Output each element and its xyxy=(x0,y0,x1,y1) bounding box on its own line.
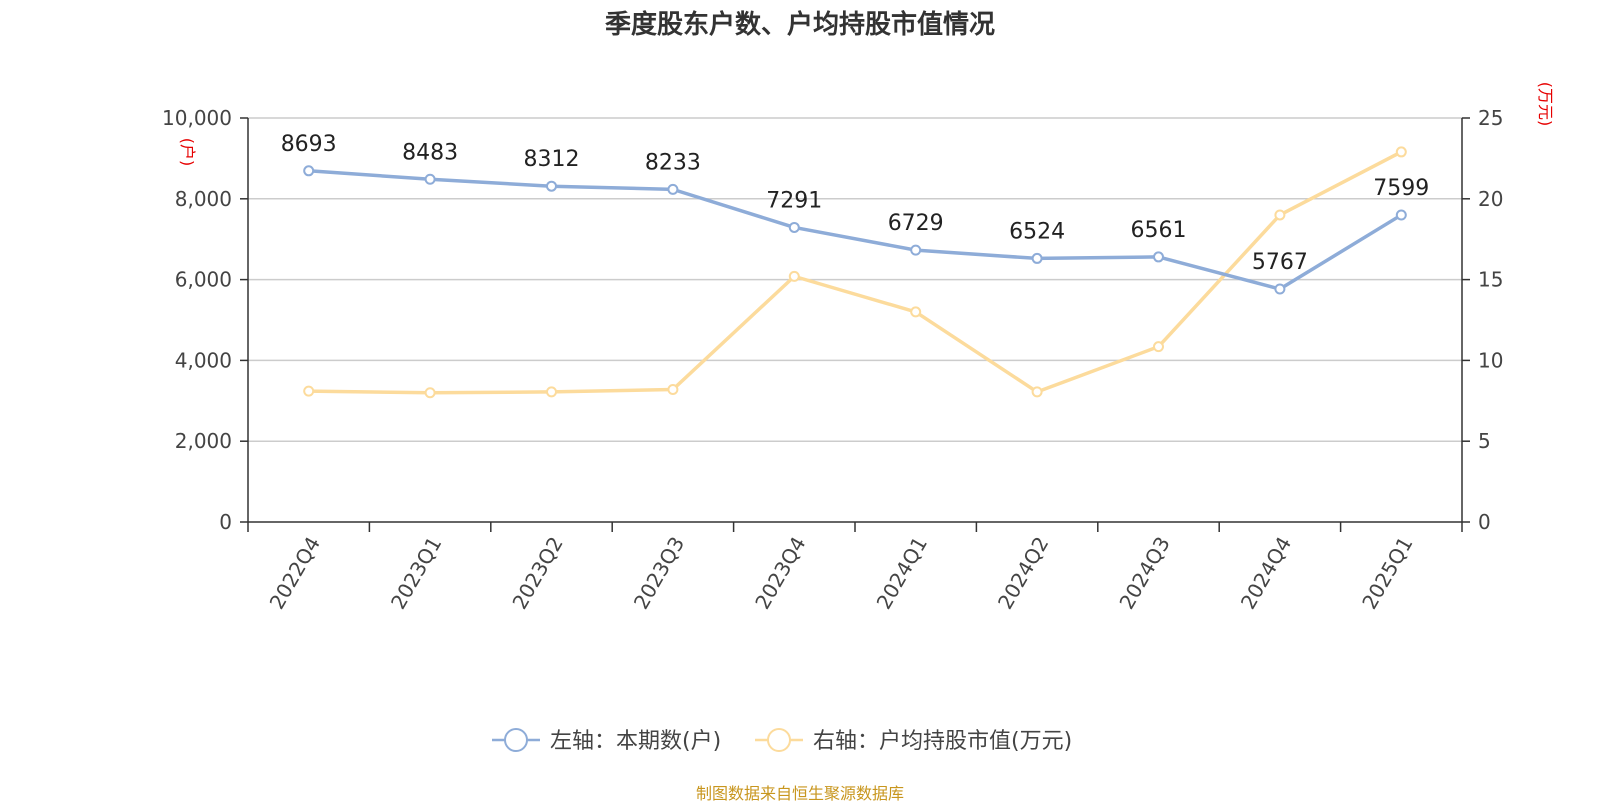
right-axis-unit: (万元) xyxy=(1536,82,1555,127)
left-tick-label: 10,000 xyxy=(162,106,232,130)
left-tick-label: 4,000 xyxy=(175,348,232,372)
x-category-label: 2023Q3 xyxy=(629,533,689,614)
data-point xyxy=(788,270,800,282)
data-label: 6729 xyxy=(888,211,944,236)
left-tick-label: 0 xyxy=(219,510,232,534)
x-category-label: 2023Q4 xyxy=(750,533,810,614)
data-point xyxy=(1153,251,1164,263)
data-point xyxy=(1274,209,1286,221)
right-tick-label: 5 xyxy=(1478,429,1491,453)
data-point xyxy=(1274,283,1286,295)
x-category-label: 2024Q4 xyxy=(1236,533,1296,614)
right-tick-label: 20 xyxy=(1478,187,1503,211)
legend-swatch-marker xyxy=(767,728,791,752)
data-point xyxy=(667,183,679,195)
data-label: 8483 xyxy=(402,140,458,165)
right-axis-ticks: 0 5 10 15 20 25 xyxy=(1462,106,1503,534)
series-line xyxy=(308,169,1403,291)
left-axis-ticks: 0 2,000 4,000 6,000 8,000 10,000 xyxy=(162,106,248,534)
left-tick-label: 2,000 xyxy=(175,429,232,453)
data-point xyxy=(303,165,315,177)
x-category-label: 2025Q1 xyxy=(1357,533,1417,614)
right-tick-label: 25 xyxy=(1478,106,1503,130)
series-line xyxy=(308,150,1403,395)
x-category-label: 2024Q1 xyxy=(872,533,932,614)
data-point xyxy=(788,221,800,233)
category-labels: 2022Q4 2023Q1 2023Q2 2023Q3 2023Q4 2024Q1 2024… xyxy=(247,522,1463,614)
data-point xyxy=(424,173,436,185)
data-point xyxy=(546,386,557,398)
data-point xyxy=(1031,386,1043,398)
data-point xyxy=(424,387,436,399)
data-point xyxy=(667,383,679,395)
legend[interactable]: 左轴：本期数(户) 右轴：户均持股市值(万元) xyxy=(492,728,1072,754)
data-label: 7599 xyxy=(1373,176,1429,201)
legend-item[interactable]: 左轴：本期数(户) xyxy=(492,728,721,754)
left-tick-label: 8,000 xyxy=(175,187,232,211)
x-category-label: 2023Q1 xyxy=(386,533,446,614)
data-label: 8693 xyxy=(281,132,337,157)
x-category-label: 2024Q2 xyxy=(993,533,1053,614)
data-label: 6524 xyxy=(1009,219,1065,244)
data-point xyxy=(910,244,922,256)
data-point xyxy=(1395,209,1407,221)
source-note: 制图数据来自恒生聚源数据库 xyxy=(695,784,904,803)
right-tick-label: 10 xyxy=(1478,348,1503,372)
data-point xyxy=(1395,146,1407,158)
right-tick-label: 15 xyxy=(1478,268,1503,292)
data-label: 5767 xyxy=(1252,250,1308,275)
data-label: 6561 xyxy=(1131,218,1187,243)
chart-title: 季度股东户数、户均持股市值情况 xyxy=(604,10,995,40)
series-layer: 8693 8483 8312 8233 7291 6729 6524 6561 5767 7599 xyxy=(281,132,1429,399)
x-category-label: 2023Q2 xyxy=(507,533,567,614)
left-axis-unit: (户) xyxy=(178,138,197,167)
data-label: 8312 xyxy=(524,147,580,172)
left-tick-label: 6,000 xyxy=(175,268,232,292)
legend-item[interactable]: 右轴：户均持股市值(万元) xyxy=(755,728,1072,754)
data-point xyxy=(1031,252,1043,264)
legend-swatch-marker xyxy=(504,728,528,752)
x-category-label: 2024Q3 xyxy=(1114,533,1174,614)
legend-label: 右轴：户均持股市值(万元) xyxy=(813,729,1072,754)
legend-label: 左轴：本期数(户) xyxy=(550,729,721,754)
data-label: 8233 xyxy=(645,150,701,175)
grid-lines xyxy=(248,117,1462,442)
data-point xyxy=(546,180,557,192)
right-tick-label: 0 xyxy=(1478,510,1491,534)
data-point xyxy=(910,306,922,318)
data-point xyxy=(303,385,315,397)
data-point xyxy=(1153,341,1164,353)
data-label: 7291 xyxy=(766,188,822,213)
x-category-label: 2022Q4 xyxy=(265,533,325,614)
